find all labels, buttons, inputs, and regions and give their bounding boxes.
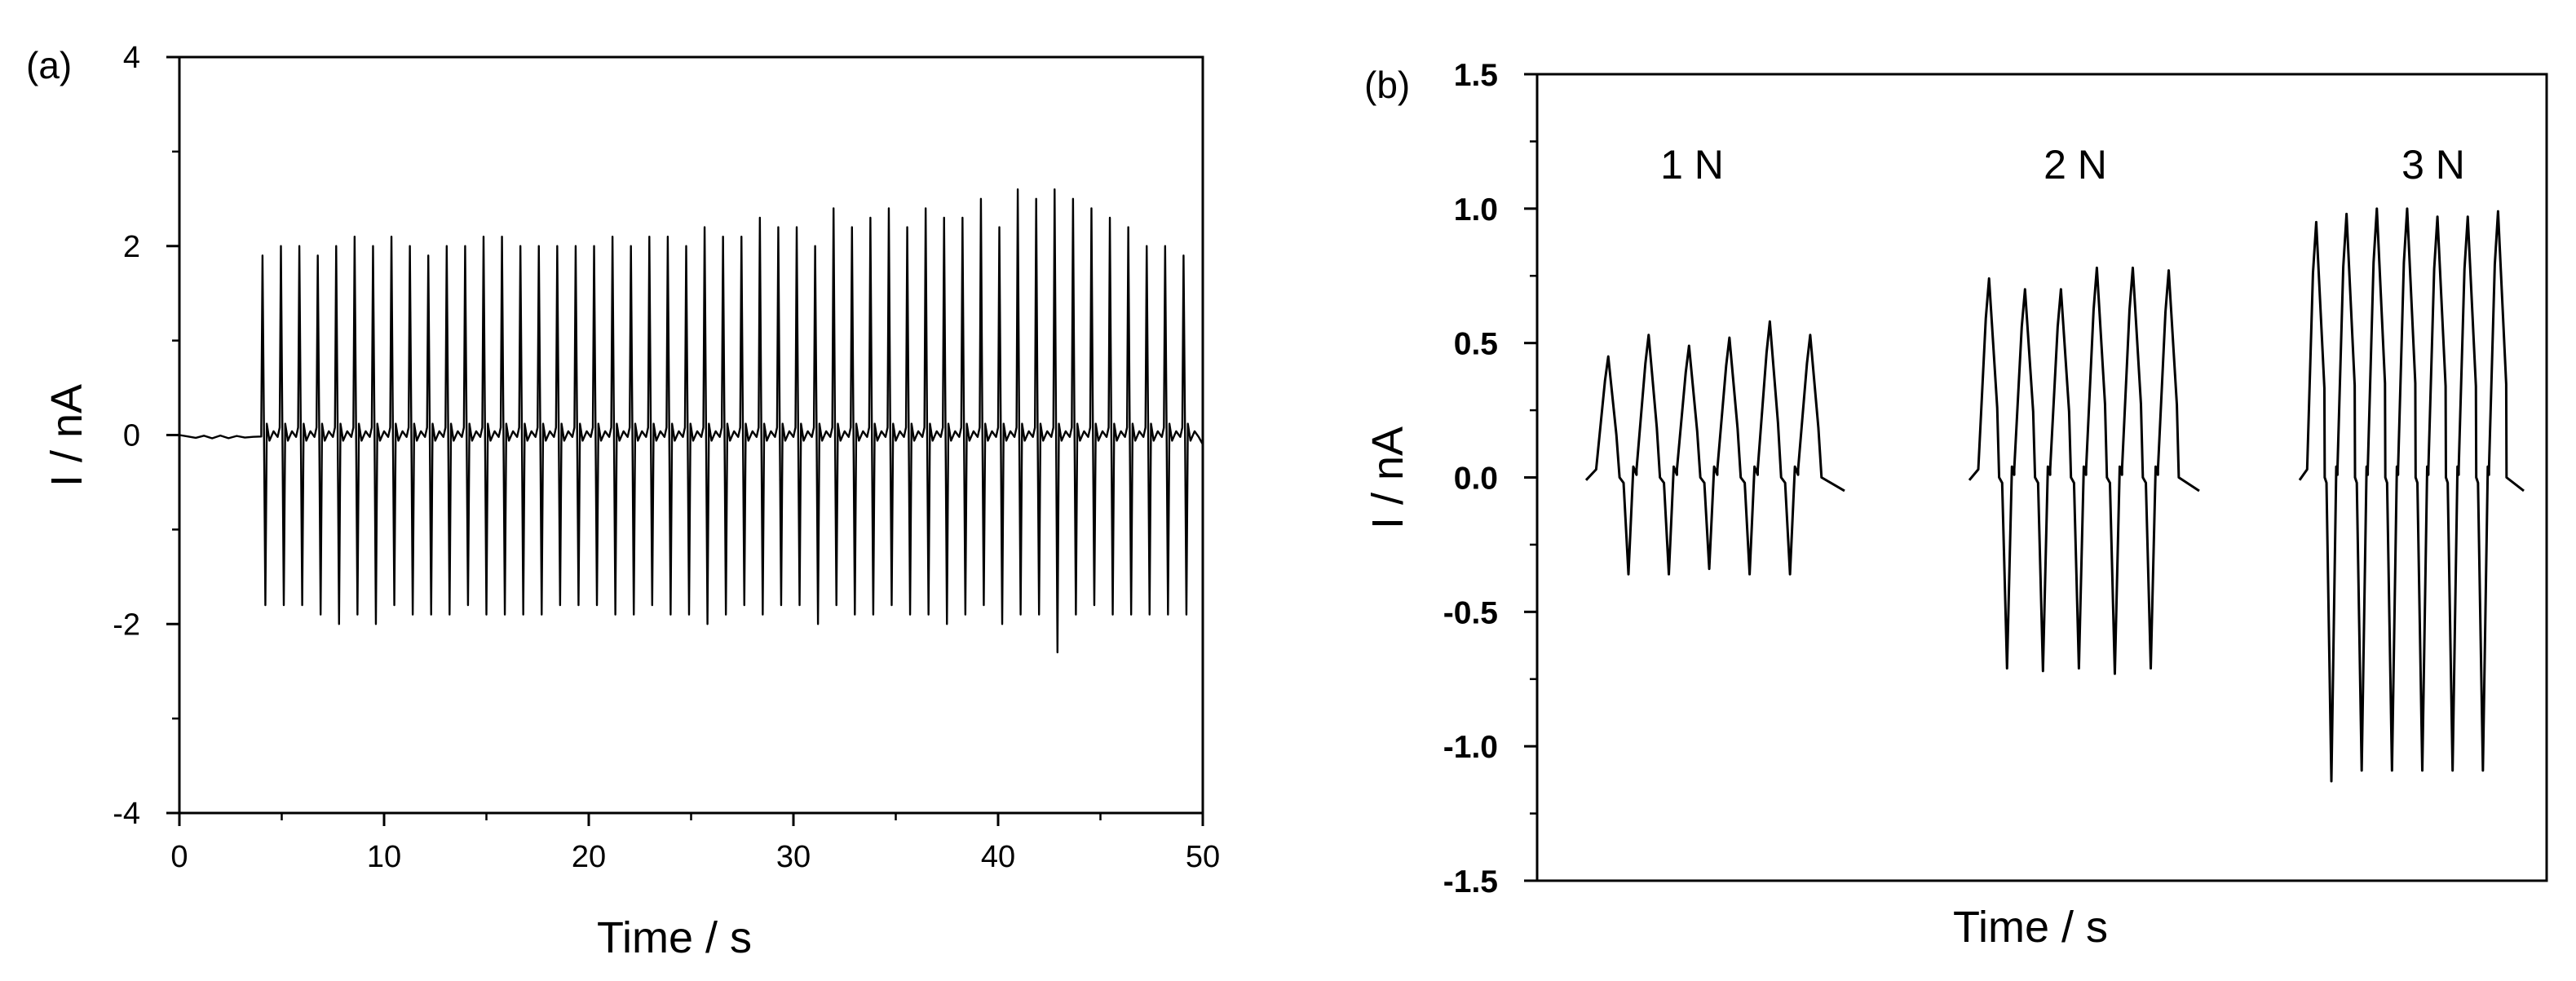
panel-a-y-tick-label: 2 xyxy=(123,230,140,264)
panel-b-y-tick-label: -0.5 xyxy=(1443,595,1498,630)
panel-b-force-label: 1 N xyxy=(1660,142,1724,188)
panel-b-y-tick-label: 1.0 xyxy=(1454,192,1498,228)
panel-b: (b) 1.5 1.0 0.5 0.0 -0.5 -1.0 -1.5 1 N 2 N 3 N I… xyxy=(1363,58,2548,952)
panel-a-x-tick-label: 50 xyxy=(1186,840,1220,874)
panel-b-y-axis-title: I / nA xyxy=(1363,426,1412,529)
panel-b-force-label: 3 N xyxy=(2401,142,2465,188)
panel-a-y-tick-label: -4 xyxy=(113,797,140,831)
panel-a-label: (a) xyxy=(26,44,72,86)
panel-a-y-axis-title: I / nA xyxy=(42,384,91,487)
panel-a-y-tick-label: 4 xyxy=(123,41,140,75)
panel-a-y-tick-label: 0 xyxy=(123,419,140,453)
panel-b-y-tick-label: -1.0 xyxy=(1443,730,1498,765)
panel-a-x-tick-label: 0 xyxy=(170,840,188,874)
panel-a-x-tick-label: 10 xyxy=(367,840,401,874)
panel-b-x-axis-title: Time / s xyxy=(1953,903,2108,952)
panel-b-force-label: 2 N xyxy=(2044,142,2107,188)
panel-b-trace-1 xyxy=(1584,320,1845,576)
panel-a-current-trace xyxy=(179,188,1204,654)
panel-a-y-axis: -4 -2 0 2 4 xyxy=(113,41,179,831)
panel-b-y-tick-label: 1.5 xyxy=(1454,58,1498,93)
panel-b-force-labels: 1 N 2 N 3 N xyxy=(1660,142,2465,188)
panel-b-y-tick-label: 0.5 xyxy=(1454,327,1498,362)
panel-b-trace-2 xyxy=(1968,266,2200,675)
panel-a-x-axis: 0 10 20 30 40 50 xyxy=(170,813,1220,874)
panel-a-x-tick-label: 30 xyxy=(776,840,811,874)
panel-a-y-tick-label: -2 xyxy=(113,608,140,642)
panel-b-y-axis: 1.5 1.0 0.5 0.0 -0.5 -1.0 -1.5 xyxy=(1443,58,1537,899)
panel-a-x-tick-label: 40 xyxy=(981,840,1015,874)
panel-a-x-axis-title: Time / s xyxy=(597,913,752,962)
panel-a: (a) -4 -2 0 2 4 0 10 20 30 40 50 I / nA Time / s xyxy=(26,41,1220,962)
panel-a-x-tick-label: 20 xyxy=(572,840,606,874)
panel-b-plot-frame xyxy=(1535,73,2548,882)
panel-b-traces xyxy=(1584,207,2525,783)
panel-b-label: (b) xyxy=(1364,64,1410,106)
panel-b-trace-3 xyxy=(2298,207,2525,783)
panel-b-y-tick-label: 0.0 xyxy=(1454,462,1498,497)
panel-b-y-tick-label: -1.5 xyxy=(1443,864,1498,899)
